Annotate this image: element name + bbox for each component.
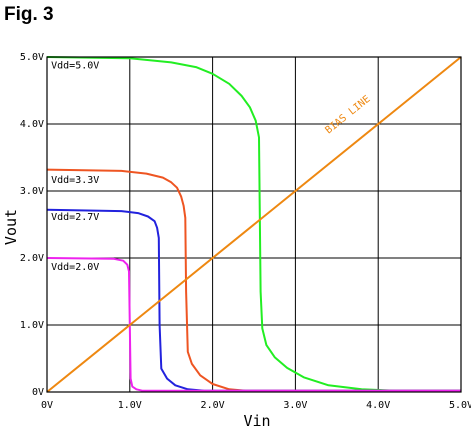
- vdd-label: Vdd=2.0V: [51, 262, 99, 273]
- vdd-label: Vdd=2.7V: [51, 212, 99, 223]
- series-line-vdd-2-0v: [46, 257, 461, 392]
- x-tick-label: 5.0V: [449, 400, 471, 411]
- y-axis-label: Vout: [2, 209, 20, 245]
- series-line-vdd-3-3v: [46, 168, 461, 392]
- vdd-label: Vdd=3.3V: [51, 175, 99, 186]
- y-tick-label: 2.0V: [20, 253, 44, 264]
- x-axis-label: Vin: [243, 412, 270, 430]
- bias-line-label: BIAS LINE: [323, 94, 372, 137]
- grid: [47, 57, 461, 392]
- plot-frame: [46, 56, 462, 393]
- x-tick-label: 0V: [41, 400, 53, 411]
- x-tick-label: 1.0V: [118, 400, 142, 411]
- tick-labels: 0V 1.0V 2.0V 3.0V 4.0V 5.0V 0V 1.0V 2.0V 3.0V 4.0V…: [20, 52, 471, 411]
- y-tick-label: 1.0V: [20, 320, 44, 331]
- series-lines: [46, 56, 462, 393]
- figure-label: Fig. 3: [4, 4, 54, 25]
- y-tick-label: 0V: [32, 387, 44, 398]
- vdd-label: Vdd=5.0V: [51, 60, 99, 71]
- y-tick-label: 4.0V: [20, 119, 44, 130]
- x-tick-label: 4.0V: [366, 400, 390, 411]
- y-tick-label: 3.0V: [20, 186, 44, 197]
- series-line-bias-line: [46, 56, 462, 393]
- x-tick-label: 2.0V: [201, 400, 225, 411]
- series-line-vdd-5-0v: [46, 56, 461, 392]
- x-tick-label: 3.0V: [283, 400, 307, 411]
- y-tick-label: 5.0V: [20, 52, 44, 63]
- series-line-vdd-2-7v: [46, 208, 461, 392]
- plot-border: [46, 56, 462, 393]
